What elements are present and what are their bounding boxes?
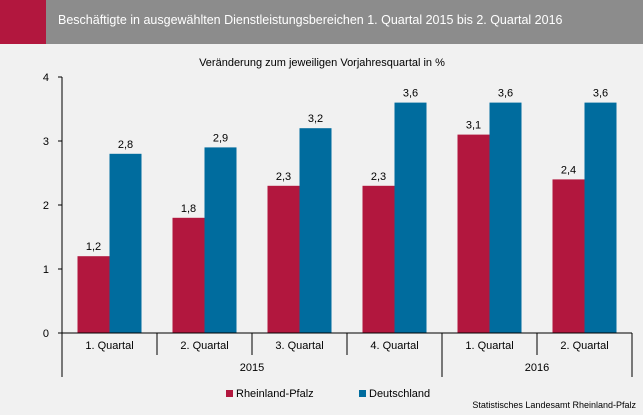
- value-label: 2,3: [276, 171, 291, 183]
- value-label: 1,2: [86, 241, 101, 253]
- bar-deutschland: [489, 102, 522, 333]
- bar-deutschland: [394, 102, 427, 333]
- value-label: 3,6: [403, 88, 418, 100]
- x-group-label: 2016: [525, 362, 549, 374]
- chart-heading: Beschäftigte in ausgewählten Dienstleist…: [58, 13, 563, 27]
- y-tick-label: 4: [43, 72, 49, 84]
- bar-deutschland: [584, 102, 617, 333]
- x-tick-label: 1. Quartal: [465, 340, 513, 352]
- bar-deutschland: [204, 147, 237, 333]
- x-tick-label: 4. Quartal: [370, 340, 418, 352]
- legend-label: Deutschland: [369, 388, 430, 400]
- x-tick-label: 3. Quartal: [275, 340, 323, 352]
- value-label: 3,2: [308, 113, 323, 125]
- y-tick-label: 3: [43, 136, 49, 148]
- value-label: 3,1: [466, 120, 481, 132]
- bar-rheinland-pfalz: [267, 185, 300, 333]
- bar-deutschland: [109, 153, 142, 333]
- value-label: 2,9: [213, 132, 228, 144]
- bar-rheinland-pfalz: [77, 256, 110, 333]
- legend: Rheinland-Pfalz Deutschland: [226, 388, 430, 400]
- chart-title: Veränderung zum jeweiligen Vorjahresquar…: [199, 57, 445, 69]
- value-label: 3,6: [593, 88, 608, 100]
- legend-swatch: [359, 390, 366, 397]
- bar-rheinland-pfalz: [552, 179, 585, 333]
- bars: [77, 102, 617, 333]
- x-tick-label: 1. Quartal: [85, 340, 133, 352]
- x-tick-label: 2. Quartal: [560, 340, 608, 352]
- y-tick-label: 2: [43, 200, 49, 212]
- value-label: 2,3: [371, 171, 386, 183]
- bar-rheinland-pfalz: [457, 134, 490, 333]
- y-tick-label: 0: [43, 328, 49, 340]
- x-tick-label: 2. Quartal: [180, 340, 228, 352]
- value-label: 1,8: [181, 203, 196, 215]
- bar-rheinland-pfalz: [172, 217, 205, 333]
- source-note: Statistisches Landesamt Rheinland-Pfalz: [472, 400, 636, 410]
- bar-deutschland: [299, 128, 332, 333]
- header-accent-block: [0, 0, 46, 44]
- legend-label: Rheinland-Pfalz: [236, 388, 314, 400]
- value-labels: 1,2 1,8 2,3 2,3 3,1 2,4 2,8 2,9 3,2 3,6 3,6 3,6: [86, 88, 608, 254]
- x-axis: 1. Quartal 2. Quartal 3. Quartal 4. Quartal…: [61, 332, 633, 377]
- x-group-label: 2015: [240, 362, 264, 374]
- y-axis: 0 1 2 3 4: [43, 72, 63, 340]
- bar-rheinland-pfalz: [362, 185, 395, 333]
- value-label: 2,4: [561, 164, 576, 176]
- header-bar: Beschäftigte in ausgewählten Dienstleist…: [0, 0, 643, 44]
- value-label: 2,8: [118, 139, 133, 151]
- legend-swatch: [226, 390, 233, 397]
- y-tick-label: 1: [43, 264, 49, 276]
- bar-chart: Veränderung zum jeweiligen Vorjahresquar…: [43, 57, 637, 410]
- value-label: 3,6: [498, 88, 513, 100]
